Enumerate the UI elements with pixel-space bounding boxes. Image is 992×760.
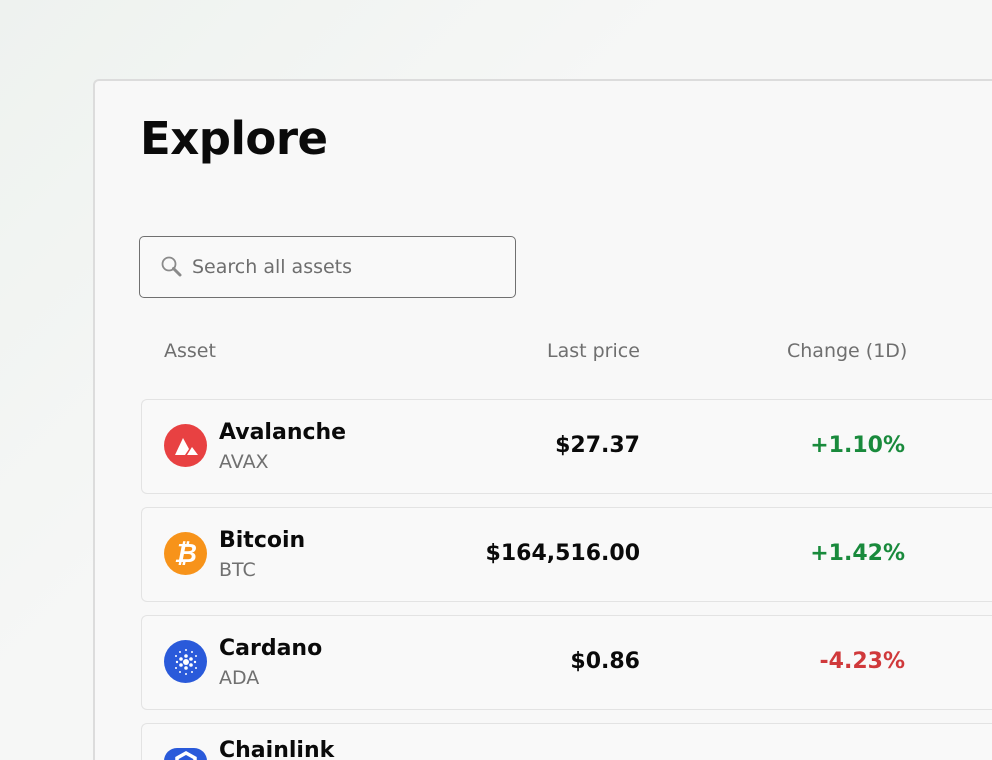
asset-name: Cardano	[219, 636, 323, 661]
asset-price: $27.37	[555, 433, 640, 458]
asset-row-bitcoin[interactable]: ₿ Bitcoin BTC $164,516.00 +1.42%	[141, 507, 992, 602]
asset-symbol: BTC	[219, 559, 256, 581]
asset-change: +1.10%	[810, 433, 905, 458]
asset-name: Bitcoin	[219, 528, 306, 553]
column-header-change[interactable]: Change (1D)	[787, 340, 908, 362]
search-icon	[161, 256, 182, 277]
chainlink-icon	[164, 748, 207, 760]
column-header-last-price[interactable]: Last price	[547, 340, 640, 362]
asset-change: +1.42%	[810, 541, 905, 566]
asset-name: Avalanche	[219, 420, 347, 445]
asset-row-cardano[interactable]: Cardano ADA $0.86 -4.23%	[141, 615, 992, 710]
column-header-asset[interactable]: Asset	[164, 340, 216, 362]
asset-name: Chainlink	[219, 738, 335, 760]
asset-price: $164,516.00	[485, 541, 640, 566]
avalanche-icon	[164, 424, 207, 467]
bitcoin-icon: ₿	[164, 532, 207, 575]
search-input[interactable]	[192, 256, 492, 278]
page-title: Explore	[140, 112, 328, 165]
asset-price: $0.86	[570, 649, 640, 674]
asset-row-avalanche[interactable]: Avalanche AVAX $27.37 +1.10%	[141, 399, 992, 494]
asset-change: -4.23%	[819, 649, 905, 674]
cardano-icon	[164, 640, 207, 683]
asset-row-chainlink[interactable]: Chainlink	[141, 723, 992, 760]
asset-symbol: AVAX	[219, 451, 269, 473]
asset-symbol: ADA	[219, 667, 260, 689]
search-box[interactable]	[139, 236, 516, 298]
